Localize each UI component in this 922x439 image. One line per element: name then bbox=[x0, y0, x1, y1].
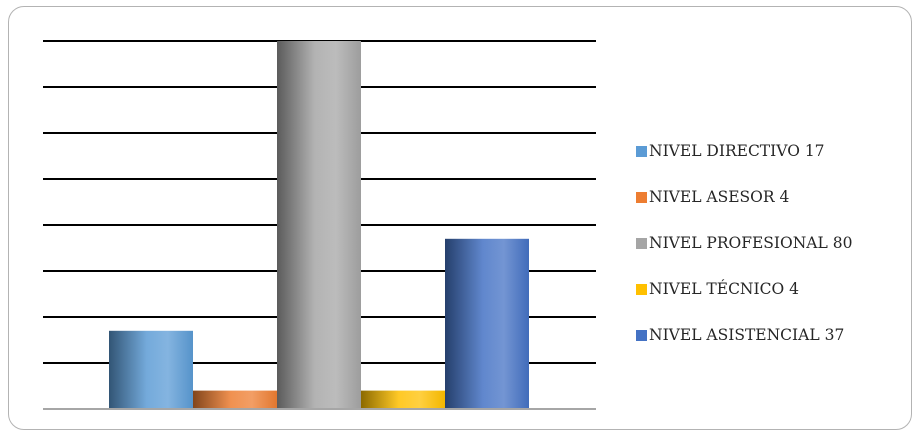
legend-label: NIVEL PROFESIONAL 80 bbox=[649, 234, 853, 252]
legend-item: NIVEL ASISTENCIAL 37 bbox=[636, 312, 916, 358]
legend-item: NIVEL PROFESIONAL 80 bbox=[636, 220, 916, 266]
bar-5 bbox=[445, 238, 529, 409]
bar-2 bbox=[193, 390, 277, 409]
bar-3 bbox=[277, 41, 361, 409]
legend-swatch bbox=[636, 237, 647, 249]
legend-item: NIVEL DIRECTIVO 17 bbox=[636, 128, 916, 174]
legend-swatch bbox=[636, 191, 647, 203]
legend-label: NIVEL ASISTENCIAL 37 bbox=[649, 326, 845, 344]
legend-swatch bbox=[636, 329, 647, 341]
legend-item: NIVEL ASESOR 4 bbox=[636, 174, 916, 220]
legend-label: NIVEL DIRECTIVO 17 bbox=[649, 142, 825, 160]
bars bbox=[109, 41, 529, 409]
legend-swatch bbox=[636, 145, 647, 157]
bar-1 bbox=[109, 330, 193, 409]
legend-label: NIVEL ASESOR 4 bbox=[649, 188, 790, 206]
legend-item: NIVEL TÉCNICO 4 bbox=[636, 266, 916, 312]
legend-swatch bbox=[636, 283, 647, 295]
bar-4 bbox=[361, 390, 445, 409]
legend: NIVEL DIRECTIVO 17 NIVEL ASESOR 4 NIVEL PR… bbox=[636, 128, 916, 358]
legend-label: NIVEL TÉCNICO 4 bbox=[649, 280, 799, 298]
